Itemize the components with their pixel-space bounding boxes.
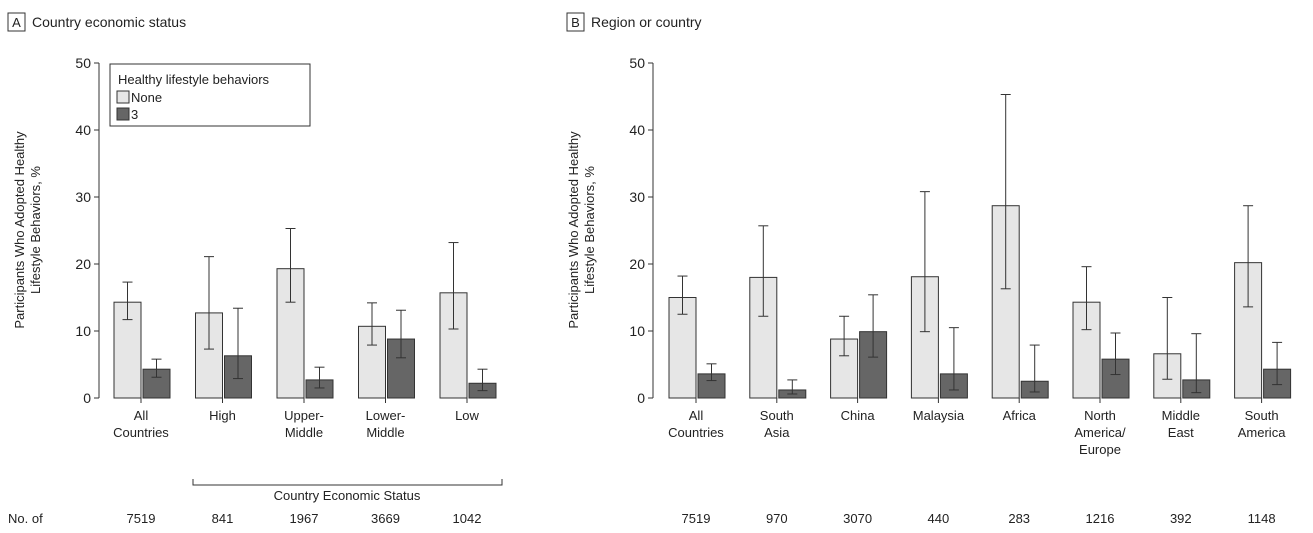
panel-a-y-tick-label: 0 — [83, 390, 91, 406]
panel-a-letter-box — [7, 12, 26, 32]
panel-a-participants-value: 7519 — [127, 511, 156, 526]
panel-b-y-tick-label: 50 — [629, 55, 645, 71]
panel-b-category-label: China — [841, 408, 876, 423]
panel-a-category-label: Upper- — [284, 408, 324, 423]
panel-b-ylabel-line1: Participants Who Adopted Healthy — [566, 131, 581, 329]
panel-a: A Country economic status Participants W… — [7, 12, 503, 526]
group-bracket-line — [192, 479, 503, 486]
legend-label-none: None — [131, 90, 162, 105]
panel-b-participants-value: 440 — [928, 511, 950, 526]
panel-b-participants-value: 1148 — [1248, 511, 1276, 526]
panel-b-participants-value: 1216 — [1086, 511, 1115, 526]
panel-b-category-label: Countries — [668, 425, 724, 440]
panel-b-category-label: Malaysia — [913, 408, 965, 423]
group-bracket: Country Economic Status — [192, 479, 503, 503]
panel-b-plot: 0 10 20 30 40 50 All Countries 7519 South Asia 970 C… — [629, 55, 1292, 526]
panel-a-letter: A — [12, 15, 21, 30]
legend-title: Healthy lifestyle behaviors — [118, 72, 270, 87]
legend-label-3: 3 — [131, 107, 138, 122]
panel-a-y-tick-label: 50 — [75, 55, 91, 71]
panel-b-y-tick-label: 40 — [629, 122, 645, 138]
panel-b-participants-value: 392 — [1170, 511, 1192, 526]
group-bracket-label: Country Economic Status — [274, 488, 421, 503]
panel-b-letter-box — [566, 12, 585, 32]
panel-b-y-tick-label: 10 — [629, 323, 645, 339]
panel-a-ylabel-line2: Lifestyle Behaviors, % — [28, 166, 43, 294]
panel-a-participants-value: 3669 — [371, 511, 400, 526]
panel-b-category-label: Europe — [1079, 442, 1121, 457]
panel-a-participants-value: 1042 — [453, 511, 482, 526]
panel-a-y-tick-label: 20 — [75, 256, 91, 272]
panel-a-participants-value: 841 — [212, 511, 234, 526]
panel-b: B Region or country Participants Who Ado… — [566, 12, 1292, 526]
panel-b-letter: B — [571, 15, 580, 30]
legend-swatch-none — [116, 90, 130, 104]
legend-swatch-3 — [116, 107, 130, 121]
panel-a-y-tick-label: 30 — [75, 189, 91, 205]
panel-b-category-label: South — [760, 408, 794, 423]
panel-b-participants-value: 970 — [766, 511, 788, 526]
panel-a-category-label: Countries — [113, 425, 169, 440]
panel-a-category-label: Middle — [285, 425, 323, 440]
panel-b-category-label: Middle — [1162, 408, 1200, 423]
panel-b-category-label: North — [1084, 408, 1116, 423]
panel-a-title: Country economic status — [32, 14, 186, 30]
panel-a-category-label: All — [134, 408, 149, 423]
panel-a-plot: 0 10 20 30 40 50 All Countries 7519 High 841 Upper-… — [75, 55, 497, 526]
panel-b-category-label: Africa — [1003, 408, 1037, 423]
panel-b-category-label: America/ — [1074, 425, 1126, 440]
panel-a-category-label: Middle — [366, 425, 404, 440]
panel-b-y-tick-label: 0 — [637, 390, 645, 406]
panel-b-participants-value: 7519 — [682, 511, 711, 526]
panel-b-category-label: East — [1168, 425, 1194, 440]
legend-box — [109, 63, 311, 127]
panel-b-category-label: South — [1245, 408, 1279, 423]
panel-b-category-label: All — [689, 408, 704, 423]
panel-b-bar-none — [830, 338, 859, 399]
panel-a-category-label: Lower- — [366, 408, 406, 423]
panel-b-ylabel-line2: Lifestyle Behaviors, % — [582, 166, 597, 294]
panel-a-y-tick-label: 40 — [75, 122, 91, 138]
participants-label-line1: No. of — [8, 511, 43, 526]
panel-a-participants-value: 1967 — [290, 511, 319, 526]
panel-b-participants-value: 3070 — [843, 511, 872, 526]
panel-a-category-label: High — [209, 408, 236, 423]
legend: Healthy lifestyle behaviors None 3 — [109, 63, 311, 127]
panel-a-ylabel-line1: Participants Who Adopted Healthy — [12, 131, 27, 329]
panel-a-y-tick-label: 10 — [75, 323, 91, 339]
panel-b-category-label: America — [1238, 425, 1286, 440]
panel-b-y-tick-label: 20 — [629, 256, 645, 272]
panel-b-title: Region or country — [591, 14, 702, 30]
panel-b-category-label: Asia — [764, 425, 790, 440]
panel-a-category-label: Low — [455, 408, 479, 423]
panel-b-y-tick-label: 30 — [629, 189, 645, 205]
panel-b-participants-value: 283 — [1008, 511, 1030, 526]
